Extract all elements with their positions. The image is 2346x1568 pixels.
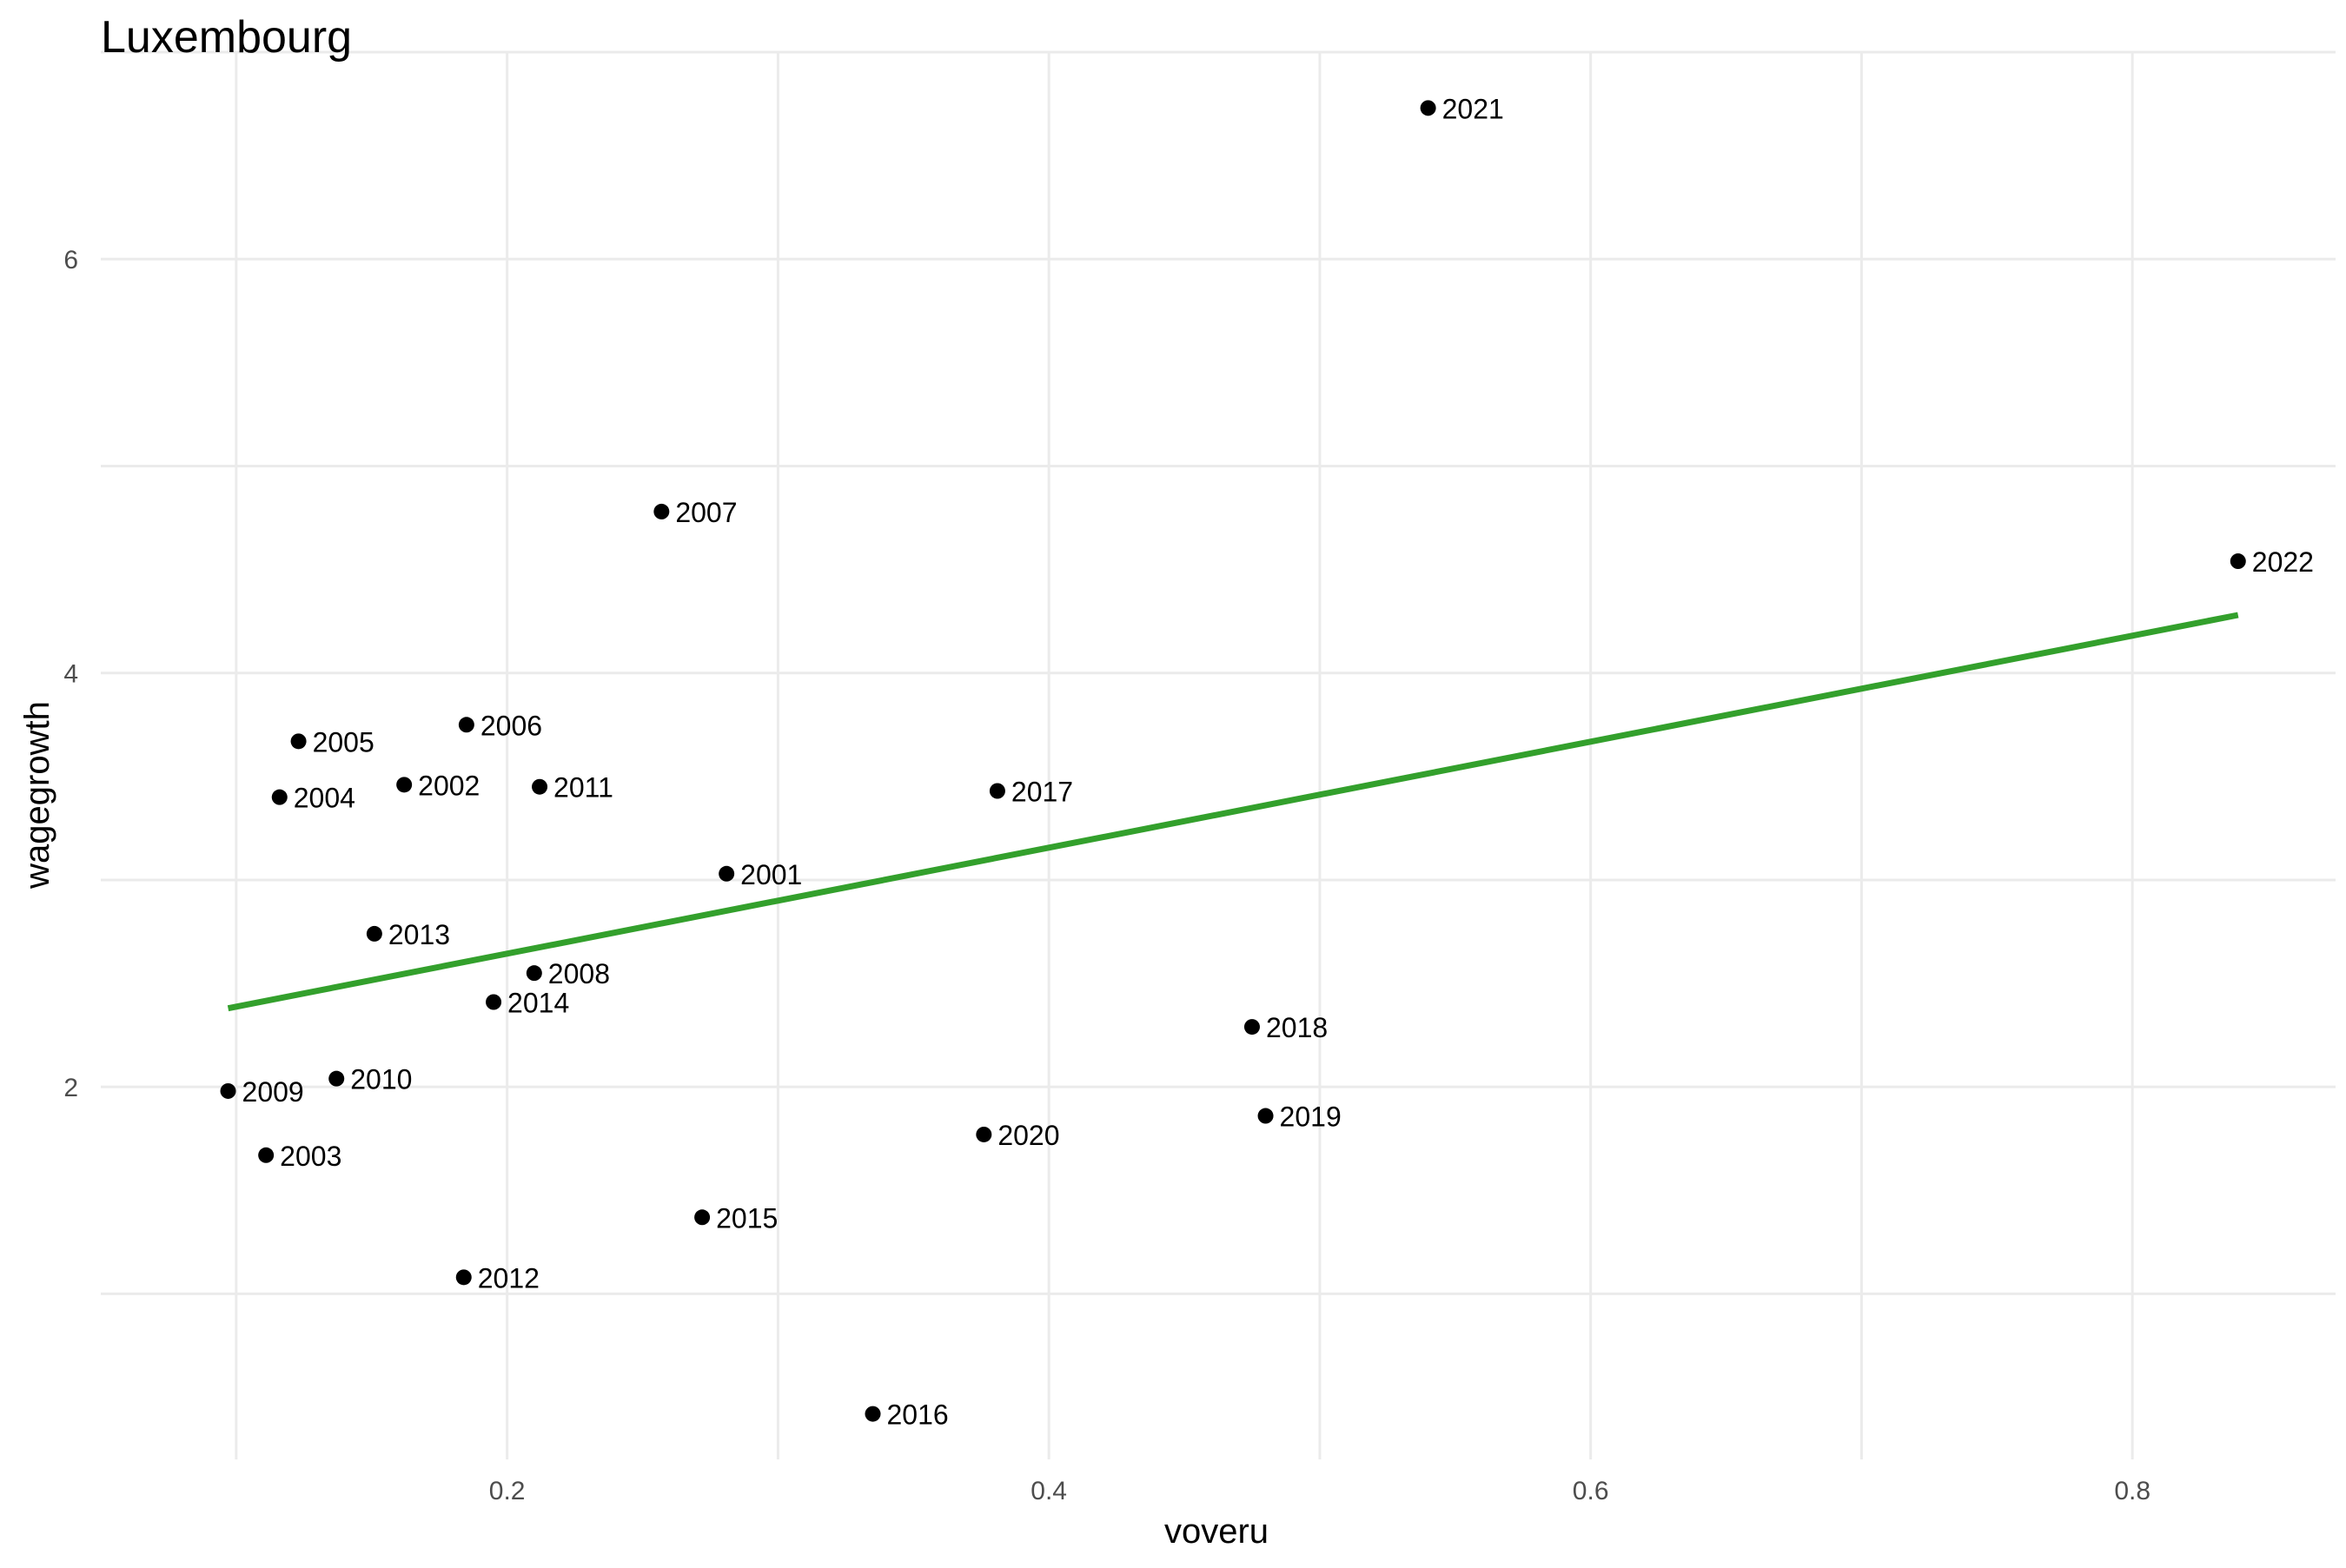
point-label: 2021	[1442, 93, 1504, 124]
point-label: 2007	[675, 497, 737, 528]
data-point	[976, 1126, 992, 1142]
y-tick-label: 4	[63, 660, 78, 689]
x-tick-label: 0.2	[489, 1477, 526, 1505]
fit-line-layer	[227, 612, 2239, 1012]
point-label: 2014	[507, 988, 569, 1019]
point-label: 2012	[478, 1262, 540, 1293]
point-label: 2015	[716, 1202, 778, 1234]
data-point	[719, 865, 735, 882]
point-label: 2008	[548, 958, 610, 989]
y-tick-label: 6	[63, 246, 78, 275]
point-label: 2019	[1280, 1102, 1342, 1133]
point-label: 2016	[887, 1399, 949, 1431]
x-tick-label: 0.6	[1573, 1477, 1609, 1505]
data-point	[653, 503, 670, 519]
data-point	[1257, 1108, 1274, 1124]
point-label: 2013	[388, 919, 450, 950]
point-label: 2003	[280, 1141, 341, 1172]
point-label: 2005	[313, 726, 374, 758]
data-point	[458, 717, 474, 733]
data-point	[396, 777, 413, 793]
data-point	[486, 994, 502, 1010]
data-point	[532, 778, 548, 795]
point-label: 2011	[553, 772, 613, 804]
data-point	[1243, 1019, 1260, 1035]
point-labels-layer: 2001 2002 2003 2004 2005 2006 2007 2008 2009 2010…	[242, 93, 2314, 1430]
x-tick-label: 0.4	[1031, 1477, 1067, 1505]
data-point	[220, 1082, 236, 1099]
data-point	[328, 1070, 345, 1087]
x-axis-title: voveru	[1164, 1512, 1269, 1551]
point-label: 2020	[997, 1120, 1059, 1151]
point-label: 2009	[242, 1076, 304, 1108]
points-layer	[220, 100, 2246, 1422]
point-label: 2004	[294, 783, 355, 814]
data-point	[455, 1269, 472, 1286]
data-point	[2230, 553, 2246, 570]
chart-title: Luxembourg	[101, 12, 352, 63]
data-point	[989, 783, 1005, 799]
data-point	[271, 789, 288, 805]
grid	[101, 50, 2336, 1459]
data-point	[1420, 100, 1436, 116]
data-point	[366, 925, 382, 942]
point-label: 2006	[480, 710, 542, 741]
data-point	[694, 1209, 711, 1226]
point-label: 2017	[1011, 777, 1073, 808]
point-label: 2022	[2252, 546, 2314, 578]
y-tick-label: 2	[63, 1074, 78, 1102]
y-axis-title: wagegrowth	[18, 701, 56, 890]
point-label: 2002	[418, 770, 480, 801]
point-label: 2018	[1266, 1012, 1328, 1043]
point-label: 2010	[350, 1064, 412, 1095]
data-point	[865, 1406, 881, 1422]
x-tick-label: 0.8	[2114, 1477, 2150, 1505]
point-label: 2001	[740, 859, 802, 890]
tick-labels-layer: 0.2 0.4 0.6 0.8 2 4 6	[63, 246, 2150, 1505]
data-point	[290, 733, 307, 750]
data-point	[526, 965, 542, 982]
data-point	[258, 1147, 275, 1163]
regression-line	[227, 612, 2239, 1012]
